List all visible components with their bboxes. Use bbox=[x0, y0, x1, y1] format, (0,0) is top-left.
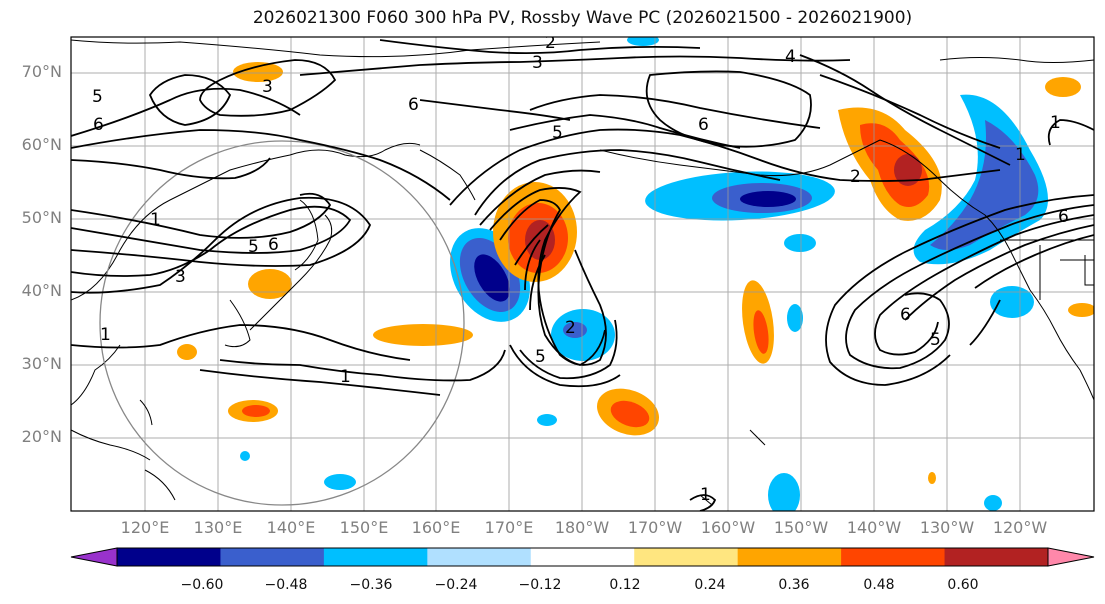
colorbar-low-extension bbox=[70, 547, 118, 567]
colorbar-tick-label: −0.60 bbox=[180, 577, 224, 593]
lon-label-120w: 120°W bbox=[992, 518, 1048, 537]
lat-label-20n: 20°N bbox=[21, 427, 62, 446]
blue-anomaly-aleutian bbox=[645, 171, 835, 221]
blue-blob-7 bbox=[240, 451, 250, 461]
colorbar-segment bbox=[634, 548, 739, 566]
contour-label: 4 bbox=[785, 47, 796, 67]
orange-blob-west-pacific bbox=[373, 324, 473, 346]
lat-label-30n: 30°N bbox=[21, 354, 62, 373]
contour-label: 5 bbox=[92, 87, 103, 107]
contour-label: 6 bbox=[268, 235, 279, 255]
contour-label: 6 bbox=[1058, 207, 1069, 227]
red-anomaly-hawaii bbox=[597, 388, 659, 436]
blue-blob-arctic bbox=[627, 37, 659, 46]
contour-label: 2 bbox=[565, 318, 576, 338]
pv-shading bbox=[177, 37, 1094, 511]
map-frame bbox=[70, 36, 1095, 512]
lon-label-130w: 130°W bbox=[919, 518, 975, 537]
colorbar-segment bbox=[737, 548, 842, 566]
contour-label: 3 bbox=[262, 77, 273, 97]
colorbar-tick-label: 0.36 bbox=[778, 577, 810, 593]
contour-label: 2 bbox=[545, 33, 556, 53]
contour-label: 1 bbox=[700, 485, 711, 505]
contour-label: 1 bbox=[1015, 145, 1026, 165]
orange-blob-china bbox=[177, 344, 197, 360]
colorbar-frame bbox=[116, 547, 1049, 567]
pv-contours bbox=[71, 39, 1094, 511]
colorbar-segment bbox=[117, 548, 221, 566]
orange-blob-north bbox=[233, 62, 283, 82]
orange-blob-small bbox=[928, 472, 936, 484]
colorbar-segments bbox=[117, 548, 1049, 566]
colorbar-tick-label: −0.36 bbox=[349, 577, 393, 593]
lon-label-170e: 170°E bbox=[484, 518, 534, 537]
colorbar-segment bbox=[427, 548, 532, 566]
contour-label: 5 bbox=[248, 237, 259, 257]
colorbar-tick-label: 0.12 bbox=[609, 577, 641, 593]
colorbar-segment bbox=[323, 548, 428, 566]
lat-label-50n: 50°N bbox=[21, 208, 62, 227]
red-blob-philippine-sea bbox=[242, 405, 270, 417]
blue-blob-4 bbox=[324, 474, 356, 490]
contour-label: 2 bbox=[850, 167, 861, 187]
colorbar-tick-label: −0.12 bbox=[518, 577, 562, 593]
lon-label-150w: 150°W bbox=[773, 518, 829, 537]
lat-label-40n: 40°N bbox=[21, 281, 62, 300]
blue-blob-2 bbox=[787, 304, 803, 332]
contour-label: 3 bbox=[175, 267, 186, 287]
lon-label-140e: 140°E bbox=[266, 518, 316, 537]
lon-label-160e: 160°E bbox=[411, 518, 461, 537]
colorbar-segment bbox=[944, 548, 1049, 566]
lon-label-150e: 150°E bbox=[339, 518, 389, 537]
lat-label-70n: 70°N bbox=[21, 62, 62, 81]
red-anomaly-subtropical bbox=[742, 280, 774, 364]
lon-label-180w: 180°W bbox=[554, 518, 610, 537]
blue-blob-6 bbox=[984, 495, 1002, 511]
colorbar-tick-label: 0.48 bbox=[863, 577, 895, 593]
orange-blob-canada bbox=[1045, 77, 1081, 97]
blue-anomaly-california bbox=[990, 286, 1034, 318]
blue-blob-5 bbox=[537, 414, 557, 426]
colorbar-tick-label: 0.24 bbox=[694, 577, 726, 593]
contour-label: 5 bbox=[930, 330, 941, 350]
lon-label-140w: 140°W bbox=[846, 518, 902, 537]
contour-label: 5 bbox=[552, 123, 563, 143]
colorbar-tick-label: −0.24 bbox=[434, 577, 478, 593]
contour-label: 5 bbox=[535, 347, 546, 367]
contour-label: 6 bbox=[93, 115, 104, 135]
contour-labels: 1 1 1 1 1 1 2 2 2 3 3 3 4 5 5 5 5 5 6 6 … bbox=[92, 33, 1069, 505]
lon-label-160w: 160°W bbox=[700, 518, 756, 537]
blue-blob-1 bbox=[784, 234, 816, 252]
colorbar bbox=[70, 547, 1095, 567]
orange-blob-mexico bbox=[1068, 303, 1094, 317]
colorbar-high-extension bbox=[1047, 547, 1095, 567]
contour-label: 1 bbox=[100, 325, 111, 345]
lon-label-130e: 130°E bbox=[193, 518, 243, 537]
contour-label: 6 bbox=[698, 115, 709, 135]
lon-label-120e: 120°E bbox=[120, 518, 170, 537]
highlight-circle bbox=[99, 140, 465, 506]
lon-label-170w: 170°W bbox=[627, 518, 683, 537]
colorbar-segment bbox=[530, 548, 635, 566]
contour-label: 1 bbox=[340, 367, 351, 387]
colorbar-segment bbox=[841, 548, 946, 566]
colorbar-tick-label: −0.48 bbox=[264, 577, 308, 593]
contour-label: 1 bbox=[1050, 113, 1061, 133]
contour-label: 1 bbox=[150, 210, 161, 230]
colorbar-segment bbox=[220, 548, 325, 566]
chart-title: 2026021300 F060 300 hPa PV, Rossby Wave … bbox=[252, 8, 913, 28]
red-anomaly-gulf-alaska bbox=[838, 107, 942, 221]
lat-label-60n: 60°N bbox=[21, 135, 62, 154]
blue-blob-3 bbox=[768, 473, 800, 511]
colorbar-tick-label: 0.60 bbox=[947, 577, 979, 593]
red-anomaly-dateline bbox=[493, 182, 577, 282]
contour-label: 6 bbox=[408, 95, 419, 115]
contour-label: 3 bbox=[532, 53, 543, 73]
contour-label: 6 bbox=[900, 305, 911, 325]
